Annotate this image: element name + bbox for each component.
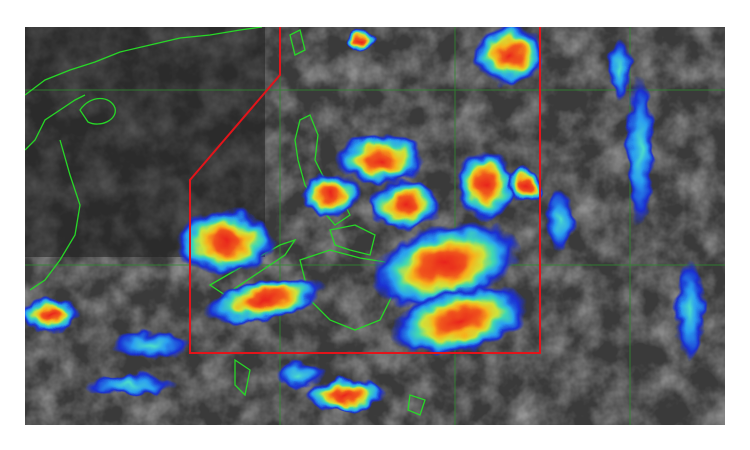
cloud	[370, 180, 440, 230]
coastline	[407, 394, 426, 416]
cloud	[275, 363, 325, 387]
cloud	[85, 375, 175, 395]
cloud	[348, 28, 372, 52]
coastline	[289, 29, 306, 56]
coastline	[329, 224, 376, 256]
cloud	[175, 210, 275, 274]
cloud	[455, 150, 515, 220]
cloud	[676, 260, 704, 360]
coastline	[234, 358, 251, 397]
cloud	[608, 40, 632, 100]
coastline	[29, 139, 81, 291]
coastline	[299, 249, 396, 331]
cloud	[25, 297, 80, 333]
cloud-systems	[25, 27, 704, 411]
cloud	[475, 27, 545, 85]
cloud	[300, 173, 360, 217]
coastline	[25, 94, 86, 151]
coastline	[79, 97, 116, 125]
coastline	[294, 114, 351, 226]
cloud	[545, 190, 575, 250]
cloud	[507, 167, 543, 203]
image-content	[25, 27, 725, 425]
cloud	[335, 135, 425, 185]
cloud	[110, 331, 190, 359]
cloud	[391, 285, 529, 355]
coastline	[25, 27, 263, 96]
cloud	[206, 276, 324, 324]
cloud	[305, 379, 385, 411]
boundary-line	[189, 27, 541, 354]
cloud	[626, 75, 654, 225]
